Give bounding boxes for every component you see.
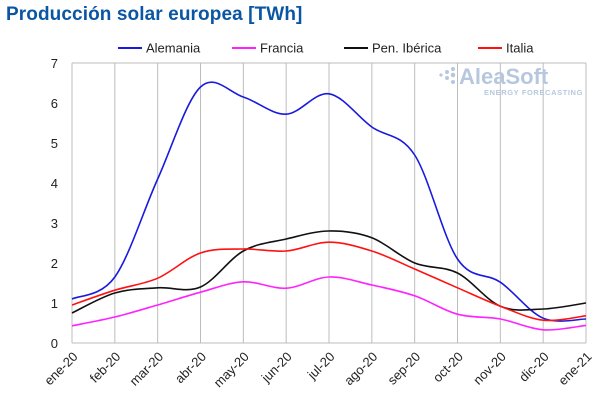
x-tick-label: nov-20 [470,349,509,388]
legend: Alemania Francia Pen. Ibérica Italia [118,41,534,56]
series-line-italia [71,241,587,322]
x-tick-label: abr-20 [172,349,209,386]
gridlines [71,62,587,343]
x-tick-label: jun-20 [258,349,295,386]
x-tick-label: oct-20 [430,349,466,385]
series-line-francia [71,276,587,331]
logo-mark-icon [439,67,456,84]
x-tick-label: ene-20 [41,349,80,388]
legend-label: Pen. Ibérica [372,41,442,56]
legend-label: Alemania [146,41,201,56]
x-tick-label: ago-20 [341,349,380,388]
y-tick-label: 1 [51,296,58,311]
legend-label: Francia [260,41,304,56]
x-tick-label: ene-21 [555,349,594,388]
x-tick-label: feb-20 [87,349,124,386]
series-lines [71,81,587,331]
y-tick-label: 0 [51,336,58,351]
x-tick-label: mar-20 [126,349,166,389]
x-tick-label: may-20 [211,349,252,390]
y-tick-label: 4 [51,176,58,191]
logo-tagline: ENERGY FORECASTING [484,88,583,97]
x-tick-label: sep-20 [385,349,424,388]
y-tick-label: 7 [51,56,58,71]
logo-name: AleaSoft [459,64,549,89]
aleasoft-logo: AleaSoft ENERGY FORECASTING [439,64,583,97]
legend-label: Italia [506,41,534,56]
series-line-alemania [71,81,587,322]
chart-title: Producción solar europea [TWh] [6,4,303,25]
y-tick-label: 3 [51,216,58,231]
y-tick-label: 2 [51,256,58,271]
y-tick-label: 6 [51,96,58,111]
y-tick-label: 5 [51,136,58,151]
x-tick-label: dic-20 [516,349,552,385]
x-tick-label: jul-20 [304,349,338,383]
